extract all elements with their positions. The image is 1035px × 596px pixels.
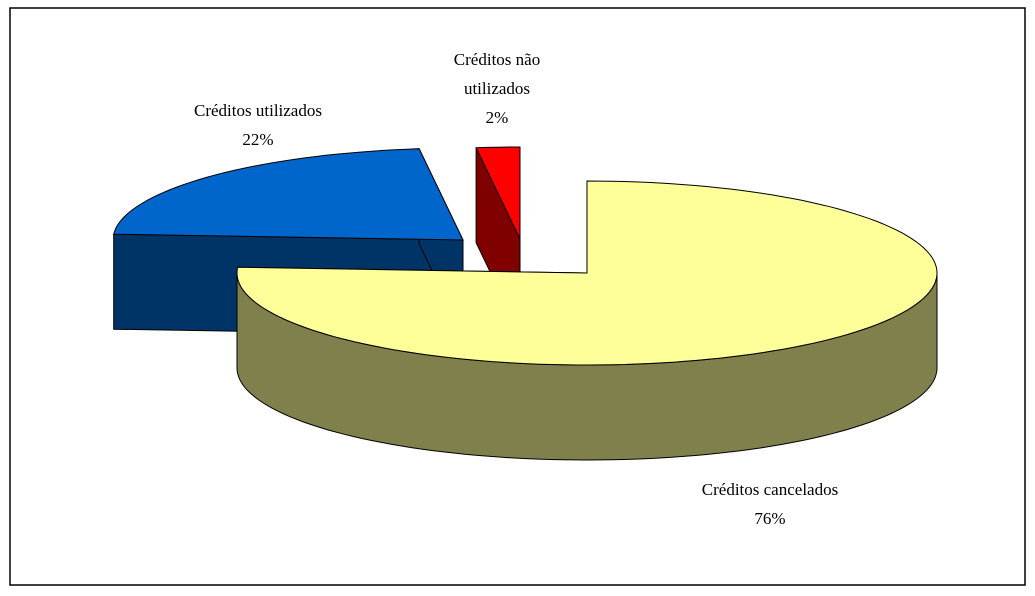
- value-label: 22%: [242, 130, 274, 149]
- category-label: Créditos utilizados: [194, 101, 322, 120]
- category-label: Créditos cancelados: [701, 480, 839, 499]
- pie: [113, 146, 938, 461]
- slice-label: Créditos cancelados 76%: [670, 475, 870, 533]
- slice: [113, 148, 464, 241]
- slice-label: Créditos utilizados 22%: [158, 96, 358, 154]
- slice-label: Créditos não utilizados 2%: [427, 45, 567, 132]
- value-label: 76%: [754, 509, 786, 528]
- slice: [475, 146, 521, 240]
- category-label: Créditos não utilizados: [453, 50, 541, 98]
- slice: [236, 180, 938, 366]
- value-label: 2%: [485, 108, 509, 127]
